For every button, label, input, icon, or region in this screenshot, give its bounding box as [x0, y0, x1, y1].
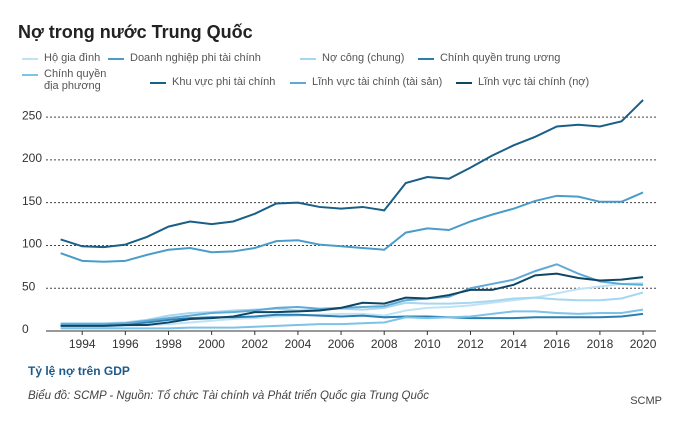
legend-swatch: [418, 58, 434, 60]
x-tick-label: 2006: [328, 337, 355, 351]
legend-label: Chính quyền địa phương: [44, 68, 107, 92]
x-tick-label: 1996: [112, 337, 139, 351]
legend-label: Lĩnh vực tài chính (nợ): [478, 76, 590, 88]
x-tick-label: 2002: [241, 337, 268, 351]
legend-item: Doanh nghiệp phi tài chính: [108, 52, 261, 64]
chart-title: Nợ trong nước Trung Quốc: [18, 22, 253, 42]
legend-label: Khu vực phi tài chính: [172, 76, 276, 88]
x-tick-label: 2018: [587, 337, 614, 351]
x-tick-label: 1994: [69, 337, 96, 351]
x-tick-label: 2000: [198, 337, 225, 351]
y-tick-label: 100: [22, 237, 42, 251]
legend-item: Chính quyền trung ương: [418, 52, 560, 64]
legend-item: Nợ công (chung): [300, 52, 404, 64]
x-tick-label: 2020: [630, 337, 657, 351]
series-line: [60, 263, 644, 326]
legend-swatch: [150, 82, 166, 84]
legend-swatch: [456, 82, 472, 84]
credit: SCMP: [630, 395, 662, 407]
y-tick-label: 250: [22, 108, 42, 122]
legend-item: Chính quyền địa phương: [22, 68, 122, 92]
subtitle: Tỷ lệ nợ trên GDP: [28, 364, 130, 378]
series-line: [60, 308, 644, 330]
legend-label: Lĩnh vực tài chính (tài sản): [312, 76, 443, 88]
legend-label: Nợ công (chung): [322, 52, 405, 64]
legend-label: Doanh nghiệp phi tài chính: [130, 52, 261, 64]
x-tick-label: 1998: [155, 337, 182, 351]
y-tick-label: 200: [22, 151, 42, 165]
legend-swatch: [22, 74, 38, 76]
series-line: [60, 99, 644, 249]
legend-item: Lĩnh vực tài chính (nợ): [456, 76, 589, 88]
legend-item: Lĩnh vực tài chính (tài sản): [290, 76, 442, 88]
legend-swatch: [22, 58, 38, 60]
x-tick-label: 2014: [500, 337, 527, 351]
legend-swatch: [300, 58, 316, 60]
legend-label: Chính quyền trung ương: [440, 52, 561, 64]
legend-item: Khu vực phi tài chính: [150, 76, 275, 88]
source: Biểu đồ: SCMP - Nguồn: Tổ chức Tài chính…: [28, 390, 429, 402]
x-tick-label: 2010: [414, 337, 441, 351]
series-line: [60, 291, 644, 325]
legend-swatch: [290, 82, 306, 84]
series-line: [60, 272, 644, 327]
x-tick-label: 2012: [457, 337, 484, 351]
x-tick-label: 2016: [543, 337, 570, 351]
series-line: [60, 312, 644, 327]
x-tick-label: 2008: [371, 337, 398, 351]
legend-label: Hộ gia đình: [44, 52, 101, 64]
series-line: [60, 191, 644, 263]
x-tick-label: 2004: [285, 337, 312, 351]
legend-item: Hộ gia đình: [22, 52, 100, 64]
y-tick-label: 150: [22, 194, 42, 208]
y-tick-label: 0: [22, 322, 29, 336]
y-tick-label: 50: [22, 279, 36, 293]
legend-swatch: [108, 58, 124, 60]
